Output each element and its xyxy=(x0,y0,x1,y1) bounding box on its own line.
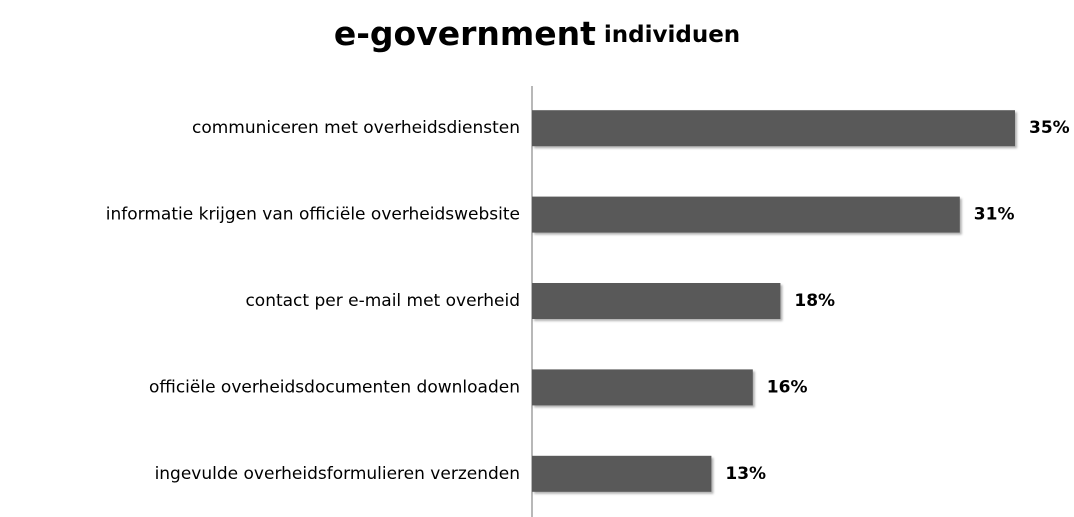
value-label: 13% xyxy=(725,464,766,484)
bar xyxy=(532,110,1015,147)
bar xyxy=(532,455,712,492)
category-label: contact per e-mail met overheid xyxy=(245,291,520,311)
category-label: communiceren met overheidsdiensten xyxy=(192,118,520,138)
bar xyxy=(532,369,753,406)
bar xyxy=(532,196,960,233)
value-label: 31% xyxy=(974,205,1015,225)
bar xyxy=(532,283,781,319)
category-label: officiële overheidsdocumenten downloaden xyxy=(149,377,520,397)
category-label: informatie krijgen van officiële overhei… xyxy=(106,205,520,225)
title-sub: individuen xyxy=(604,22,740,48)
category-label: ingevulde overheidsformulieren verzenden xyxy=(155,464,520,484)
value-label: 35% xyxy=(1029,118,1070,138)
chart-title: e-government individuen xyxy=(334,14,740,53)
title-main: e-government xyxy=(334,14,596,53)
value-label: 16% xyxy=(767,377,808,397)
value-label: 18% xyxy=(794,291,835,311)
